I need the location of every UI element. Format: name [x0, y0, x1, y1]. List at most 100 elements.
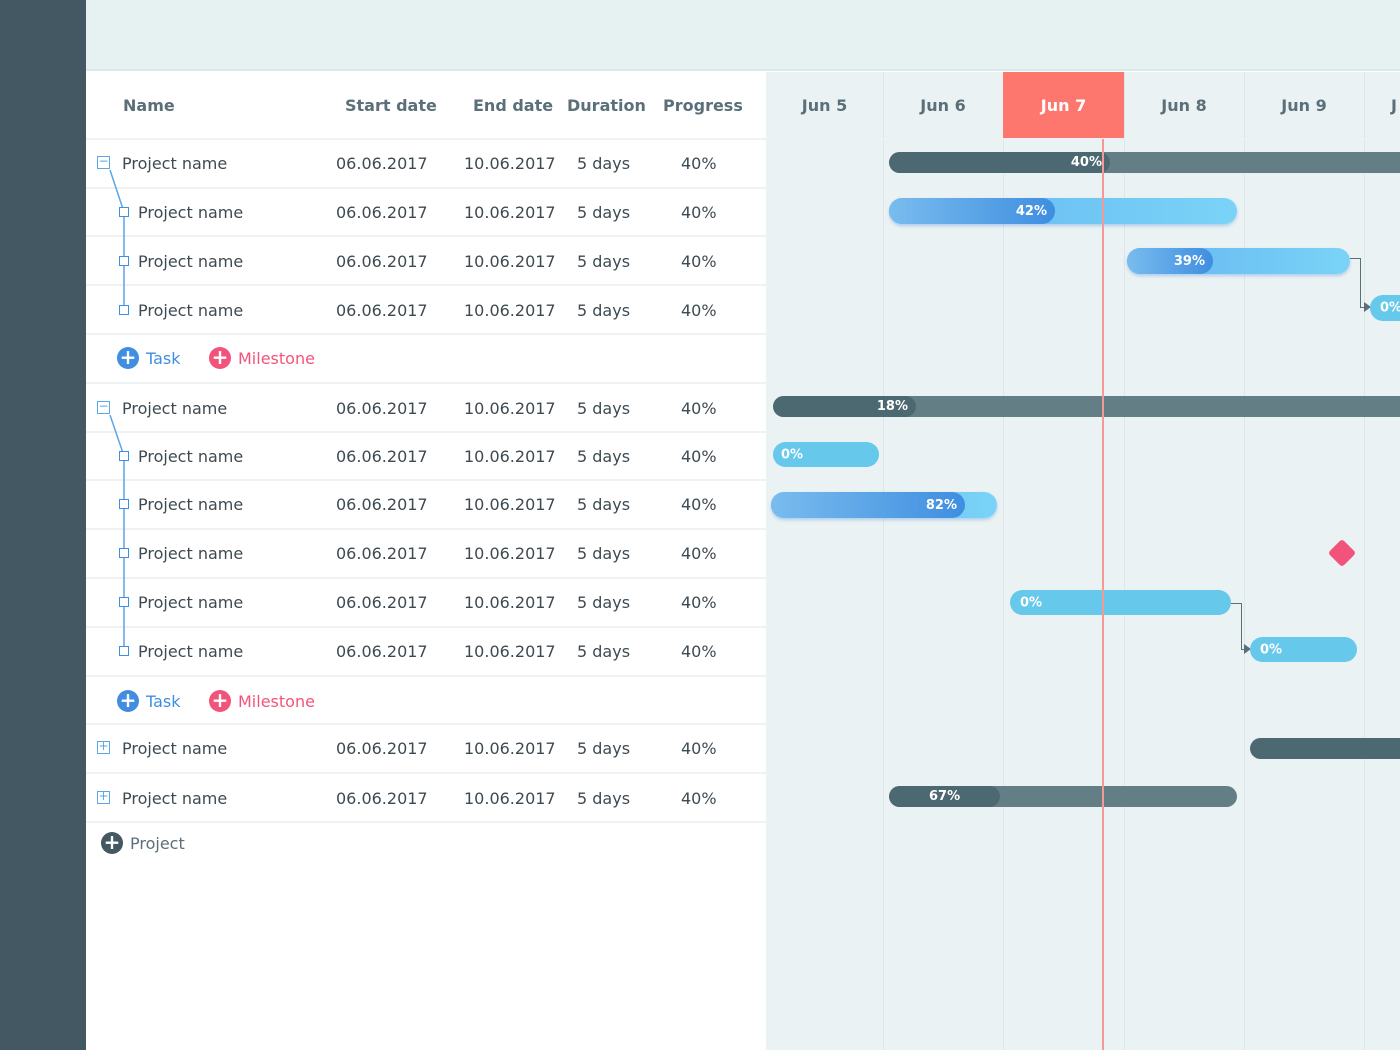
- expand-toggle-icon[interactable]: +: [97, 739, 110, 754]
- row-progress: 40%: [681, 543, 717, 563]
- task-bar[interactable]: 42%: [889, 198, 1237, 224]
- row-progress: 40%: [681, 202, 717, 222]
- table-row[interactable]: Project name 06.06.2017 10.06.2017 5 days 40…: [86, 627, 766, 675]
- progress-fill: 82%: [771, 492, 965, 518]
- day-header: Jun 5: [801, 96, 848, 115]
- row-name: Project name: [138, 641, 244, 661]
- sidebar: [0, 0, 86, 1050]
- add-task-button[interactable]: + Task: [117, 690, 181, 712]
- project-bar[interactable]: 67%: [889, 786, 1237, 807]
- task-node-icon: [119, 207, 129, 217]
- row-start-date: 06.06.2017: [336, 202, 428, 222]
- row-start-date: 06.06.2017: [336, 543, 428, 563]
- plus-icon: +: [209, 347, 231, 369]
- row-end-date: 10.06.2017: [464, 641, 556, 661]
- row-progress: 40%: [681, 398, 717, 418]
- column-header-start[interactable]: Start date: [345, 96, 437, 115]
- row-duration: 5 days: [577, 738, 631, 758]
- project-bar[interactable]: 18%: [773, 396, 1400, 417]
- row-end-date: 10.06.2017: [464, 300, 556, 320]
- task-bar[interactable]: 0%: [1250, 637, 1357, 662]
- row-name: Project name: [138, 446, 244, 466]
- row-end-date: 10.06.2017: [464, 251, 556, 271]
- table-row[interactable]: Project name 06.06.2017 10.06.2017 5 days 40…: [86, 578, 766, 626]
- row-start-date: 06.06.2017: [336, 153, 428, 173]
- row-progress: 40%: [681, 592, 717, 612]
- row-progress: 40%: [681, 300, 717, 320]
- timeline-grid: [766, 72, 1400, 1050]
- task-bar[interactable]: 0%: [1010, 590, 1231, 615]
- task-bar[interactable]: 82%: [771, 492, 997, 518]
- row-duration: 5 days: [577, 398, 631, 418]
- column-header-end[interactable]: End date: [473, 96, 554, 115]
- task-node-icon: [119, 256, 129, 266]
- row-name: Project name: [138, 494, 244, 514]
- day-header: Jun 6: [920, 96, 966, 115]
- table-row[interactable]: Project name 06.06.2017 10.06.2017 5 days 40…: [86, 480, 766, 528]
- column-header-name[interactable]: Name: [123, 96, 175, 115]
- row-start-date: 06.06.2017: [336, 494, 428, 514]
- dependency-connector: [1231, 603, 1242, 650]
- row-duration: 5 days: [577, 300, 631, 320]
- row-name: Project name: [138, 251, 244, 271]
- task-bar[interactable]: 0%: [773, 442, 879, 467]
- table-row[interactable]: Project name 06.06.2017 10.06.2017 5 days 40…: [86, 286, 766, 334]
- row-name: Project name: [138, 592, 244, 612]
- task-node-icon: [119, 451, 129, 461]
- row-end-date: 10.06.2017: [464, 543, 556, 563]
- table-row[interactable]: − Project name 06.06.2017 10.06.2017 5 days 4…: [86, 384, 766, 432]
- row-duration: 5 days: [577, 446, 631, 466]
- row-end-date: 10.06.2017: [464, 494, 556, 514]
- table-row[interactable]: Project name 06.06.2017 10.06.2017 5 days 40…: [86, 529, 766, 577]
- row-start-date: 06.06.2017: [336, 300, 428, 320]
- collapse-toggle-icon[interactable]: −: [97, 399, 110, 414]
- table-row[interactable]: + Project name 06.06.2017 10.06.2017 5 days 4…: [86, 724, 766, 772]
- add-task-button[interactable]: + Task: [117, 347, 181, 369]
- arrow-icon: [1244, 644, 1251, 654]
- today-line: [1102, 139, 1104, 1050]
- table-row[interactable]: Project name 06.06.2017 10.06.2017 5 days 40…: [86, 188, 766, 236]
- arrow-icon: [1364, 302, 1371, 312]
- row-end-date: 10.06.2017: [464, 788, 556, 808]
- row-start-date: 06.06.2017: [336, 446, 428, 466]
- row-progress: 40%: [681, 153, 717, 173]
- row-progress: 40%: [681, 641, 717, 661]
- add-milestone-button[interactable]: + Milestone: [209, 347, 315, 369]
- row-duration: 5 days: [577, 543, 631, 563]
- row-start-date: 06.06.2017: [336, 592, 428, 612]
- table-row[interactable]: Project name 06.06.2017 10.06.2017 5 days 40…: [86, 432, 766, 480]
- row-progress: 40%: [681, 738, 717, 758]
- day-header-today: Jun 7: [1003, 72, 1124, 139]
- task-node-icon: [119, 597, 129, 607]
- row-progress: 40%: [681, 494, 717, 514]
- row-end-date: 10.06.2017: [464, 153, 556, 173]
- row-duration: 5 days: [577, 788, 631, 808]
- add-project-button[interactable]: + Project: [101, 832, 185, 854]
- table-row[interactable]: + Project name 06.06.2017 10.06.2017 5 days 4…: [86, 774, 766, 822]
- table-row[interactable]: − Project name 06.06.2017 10.06.2017 5 days 4…: [86, 139, 766, 187]
- row-progress: 40%: [681, 446, 717, 466]
- plus-icon: +: [117, 690, 139, 712]
- row-name: Project name: [138, 300, 244, 320]
- task-bar[interactable]: 39%: [1127, 248, 1350, 274]
- row-end-date: 10.06.2017: [464, 202, 556, 222]
- row-name: Project name: [122, 153, 228, 173]
- add-milestone-button[interactable]: + Milestone: [209, 690, 315, 712]
- task-bar[interactable]: 0%: [1370, 295, 1400, 321]
- row-name: Project name: [138, 543, 244, 563]
- progress-fill: 42%: [889, 198, 1055, 224]
- project-bar[interactable]: 40%: [889, 152, 1400, 173]
- row-start-date: 06.06.2017: [336, 641, 428, 661]
- expand-toggle-icon[interactable]: +: [97, 789, 110, 804]
- row-duration: 5 days: [577, 153, 631, 173]
- collapse-toggle-icon[interactable]: −: [97, 154, 110, 169]
- progress-fill: 40%: [889, 152, 1110, 173]
- progress-fill: 39%: [1127, 248, 1213, 274]
- column-header-progress[interactable]: Progress: [663, 96, 743, 115]
- column-header-duration[interactable]: Duration: [567, 96, 646, 115]
- project-bar[interactable]: [1250, 738, 1400, 759]
- table-row[interactable]: Project name 06.06.2017 10.06.2017 5 days 40…: [86, 237, 766, 285]
- row-duration: 5 days: [577, 641, 631, 661]
- task-node-icon: [119, 646, 129, 656]
- plus-icon: +: [101, 832, 123, 854]
